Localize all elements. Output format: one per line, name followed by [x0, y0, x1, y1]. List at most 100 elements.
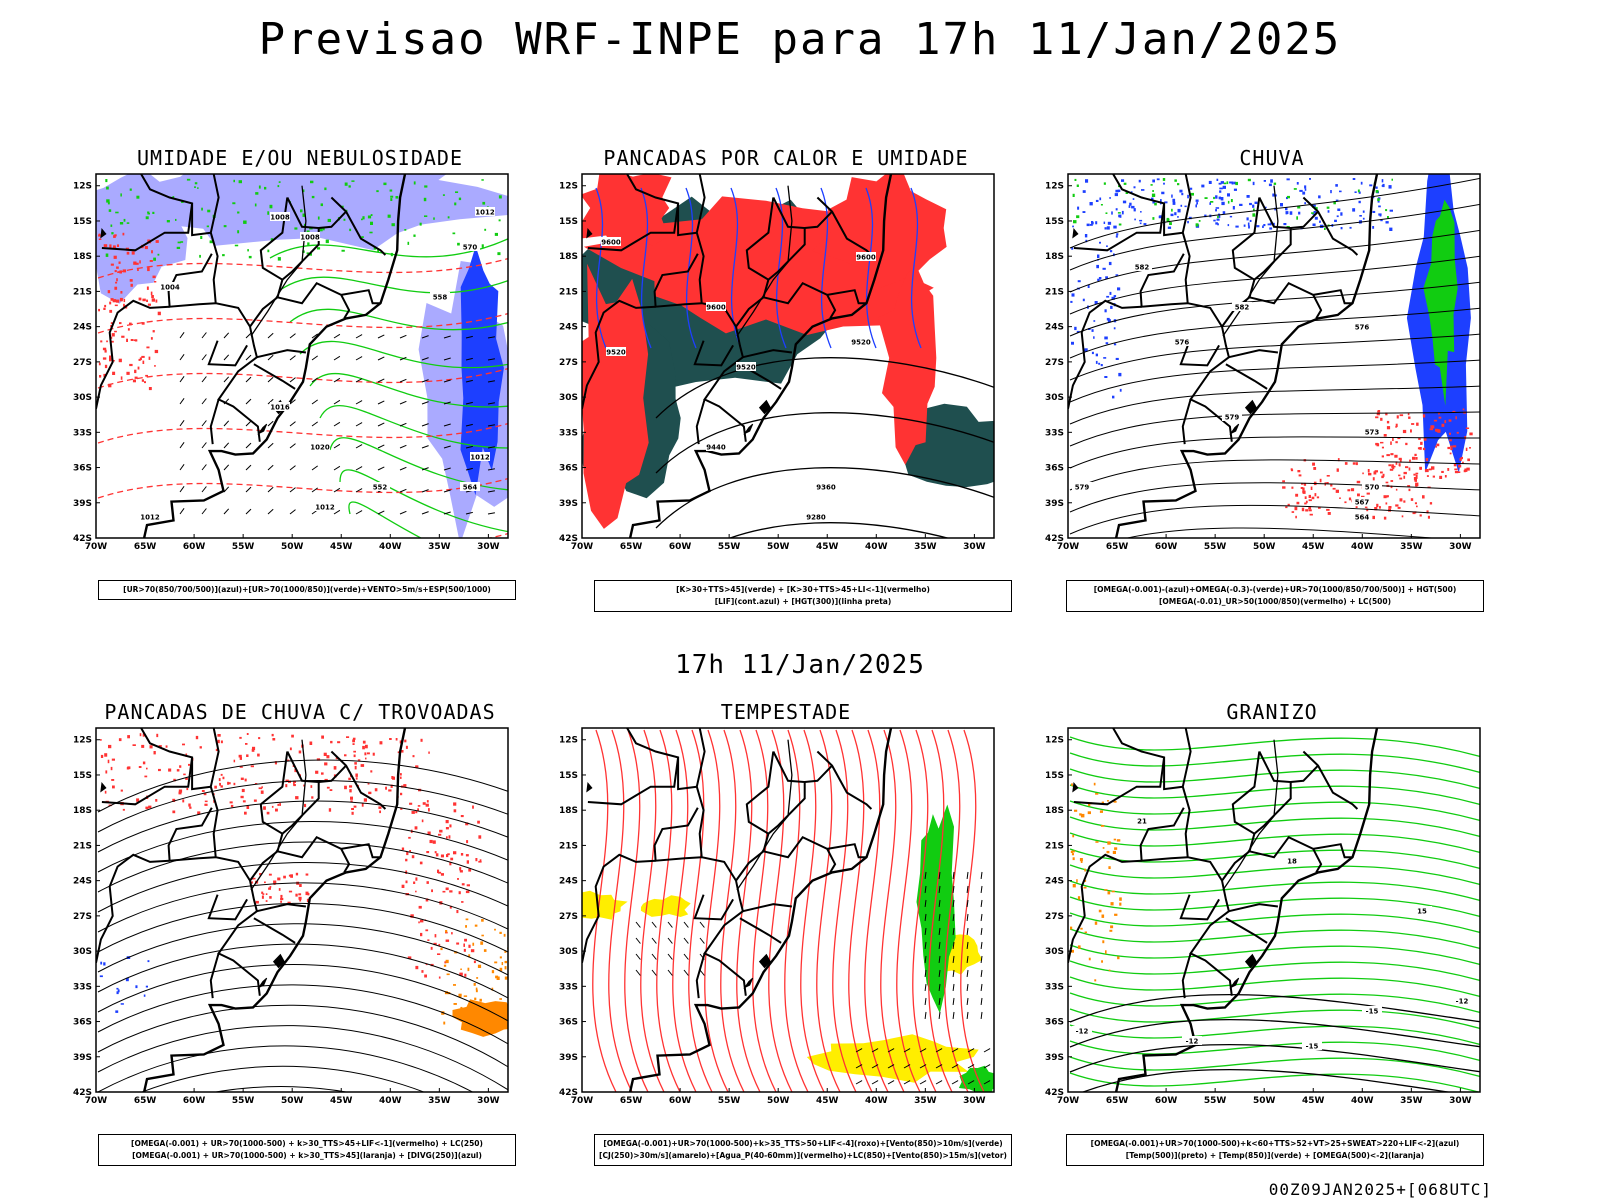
speckle [379, 741, 383, 745]
speckle [195, 735, 199, 740]
black-contours [1069, 994, 1480, 1092]
speckle [309, 253, 312, 256]
speckle [204, 800, 208, 803]
speckle [1104, 889, 1108, 891]
speckle [1139, 219, 1143, 222]
wind-arrow [952, 913, 955, 921]
wind-arrow [487, 402, 495, 405]
wind-arrow [289, 509, 296, 515]
state-border [96, 299, 170, 410]
speckle [1190, 192, 1194, 196]
speckle [280, 900, 282, 903]
speckle [1391, 178, 1393, 181]
speckle [486, 1006, 488, 1010]
lat-tick-label: 39S [73, 499, 92, 509]
speckle [199, 254, 201, 258]
speckle [419, 861, 423, 865]
speckle [1444, 475, 1447, 478]
speckle [491, 987, 494, 991]
lat-tick-label: 33S [73, 428, 92, 438]
lon-tick-label: 60W [183, 1096, 206, 1106]
wind-arrow [651, 953, 657, 960]
speckle [1195, 204, 1197, 208]
speckle [319, 228, 323, 232]
speckle [139, 733, 142, 737]
lon-tick-label: 65W [1106, 542, 1129, 552]
speckle [1378, 205, 1381, 208]
speckle [1076, 215, 1080, 219]
speckle [311, 195, 315, 199]
speckle [1109, 929, 1113, 932]
wind-arrow [635, 921, 641, 928]
speckle [240, 795, 244, 799]
speckle [400, 792, 403, 796]
speckle [1385, 412, 1388, 416]
speckle [1089, 202, 1093, 206]
speckle [1084, 879, 1087, 882]
state-border [742, 903, 793, 913]
legend-line: [OMEGA(-0.01)_UR>50(1000/850)(vermelho) … [1158, 597, 1392, 606]
speckle [1382, 183, 1385, 188]
speckle [1262, 225, 1264, 228]
speckle [1372, 210, 1376, 213]
lon-tick-label: 65W [620, 1096, 643, 1106]
label-bg [1172, 337, 1192, 346]
speckle [110, 298, 114, 301]
contour-line [1069, 768, 1480, 790]
contour-label: 558 [433, 294, 448, 302]
speckle [1221, 201, 1225, 206]
speckle [457, 242, 460, 246]
speckle [437, 953, 441, 955]
speckle [362, 745, 365, 750]
speckle [425, 898, 429, 902]
speckle [1282, 480, 1285, 483]
streamline [1069, 307, 1480, 359]
speckle [367, 752, 370, 755]
speckle [1177, 216, 1179, 218]
contour-label: 15 [1417, 908, 1427, 916]
speckle [425, 963, 428, 966]
speckle [104, 364, 108, 369]
speckle [255, 900, 259, 904]
speckle [400, 776, 402, 779]
speckle [365, 744, 368, 749]
speckle [417, 805, 421, 807]
speckle [145, 806, 149, 810]
speckle [1106, 226, 1110, 230]
wind-arrow [333, 487, 341, 493]
wind-arrow [355, 334, 363, 339]
speckle [424, 974, 427, 978]
speckle [1395, 423, 1398, 428]
lon-tick-label: 40W [865, 1096, 888, 1106]
lat-tick-label: 18S [1045, 806, 1064, 816]
speckle [357, 759, 361, 762]
speckle [383, 182, 387, 186]
wind-arrow [377, 422, 385, 427]
speckle [251, 748, 255, 752]
speckle [491, 1013, 495, 1016]
speckle [309, 227, 313, 230]
state-border [1179, 340, 1220, 367]
speckle [411, 855, 415, 859]
contour-line [1081, 1069, 1453, 1092]
speckle [1376, 503, 1379, 508]
wind-arrow [377, 400, 385, 405]
speckle [1422, 414, 1426, 418]
wind-arrow [201, 508, 207, 515]
speckle [1420, 441, 1423, 445]
speckle [189, 806, 192, 809]
wind-arrow [421, 445, 429, 449]
speckle [438, 943, 441, 946]
wind-arrow [855, 1080, 863, 1085]
lat-tick-label: 30S [559, 947, 578, 957]
label-bg [601, 237, 621, 246]
speckle [186, 178, 191, 181]
wind-arrow [951, 1080, 959, 1085]
speckle [272, 738, 276, 741]
wind-arrow [966, 941, 969, 949]
contour-line [1069, 1008, 1480, 1030]
streamline [97, 943, 508, 999]
wind-arrow [443, 467, 451, 471]
